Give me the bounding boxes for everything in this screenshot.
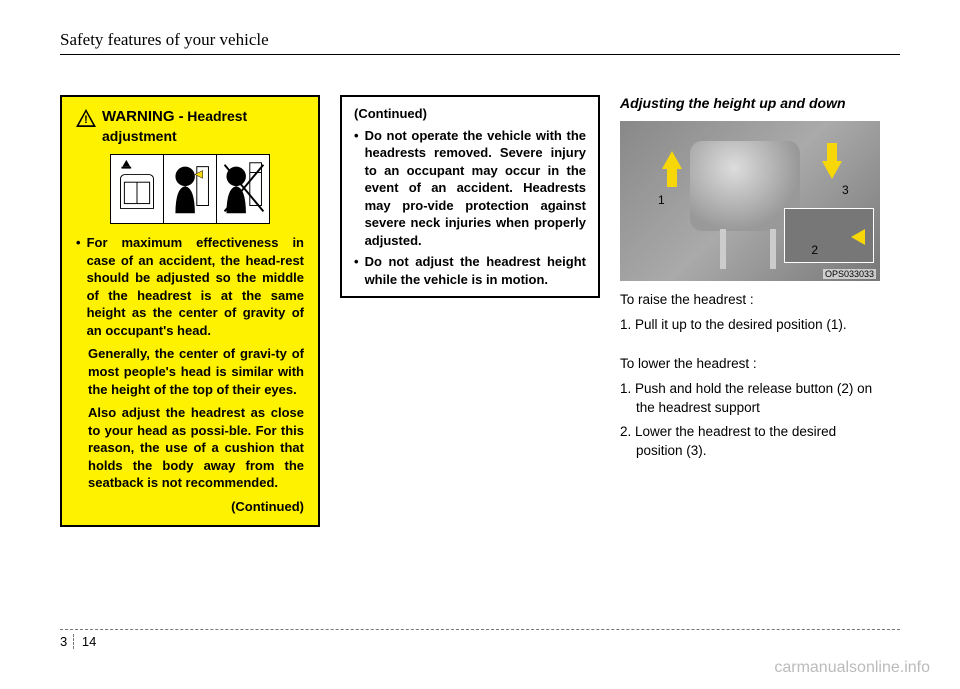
continued-box: (Continued) • Do not operate the vehicle…	[340, 95, 600, 298]
photo-inset	[784, 208, 874, 263]
arrow-down-icon	[822, 161, 842, 179]
continued-bullet-2-text: Do not adjust the headrest height while …	[365, 253, 586, 288]
warning-title-row: ! WARNING - Headrest adjustment	[76, 107, 304, 146]
svg-text:!: !	[84, 114, 88, 126]
continued-bullet-1-text: Do not operate the vehicle with the head…	[365, 127, 586, 250]
continued-heading: (Continued)	[354, 105, 586, 123]
lower-step-2: 2. Lower the headrest to the desired pos…	[620, 423, 880, 461]
warning-bullet-1-text: For maximum effectiveness in case of an …	[87, 234, 304, 339]
adjust-title: Adjusting the height up and down	[620, 95, 880, 111]
warning-continued: (Continued)	[76, 498, 304, 516]
continued-bullet-1: • Do not operate the vehicle with the he…	[354, 127, 586, 250]
watermark: carmanualsonline.info	[774, 659, 930, 677]
photo-label-3: 3	[842, 183, 849, 197]
page-header: Safety features of your vehicle	[60, 30, 900, 55]
instructions: To raise the headrest : 1. Pull it up to…	[620, 291, 880, 461]
page-footer: 3 14	[60, 629, 900, 649]
photo-label-1: 1	[658, 193, 665, 207]
raise-heading: To raise the headrest :	[620, 291, 880, 310]
lower-heading: To lower the headrest :	[620, 355, 880, 374]
illus-panel-manual	[111, 155, 164, 223]
column-1: ! WARNING - Headrest adjustment	[60, 95, 320, 527]
page-number: 14	[82, 634, 96, 649]
bullet-dot: •	[354, 253, 359, 288]
photo-post	[770, 229, 776, 269]
bullet-dot: •	[354, 127, 359, 250]
continued-bullet-2: • Do not adjust the headrest height whil…	[354, 253, 586, 288]
arrow-up-icon	[662, 151, 682, 169]
warning-para-2: Generally, the center of gravi-ty of mos…	[76, 345, 304, 398]
arrow-left-icon	[851, 229, 865, 245]
spacer	[620, 341, 880, 349]
headrest-photo: 1 3 2 OPS033033	[620, 121, 880, 281]
content-columns: ! WARNING - Headrest adjustment	[60, 95, 900, 527]
warning-illustration	[110, 154, 270, 224]
warning-box: ! WARNING - Headrest adjustment	[60, 95, 320, 527]
illus-panel-wrong	[217, 155, 269, 223]
warning-title-text: WARNING - Headrest adjustment	[102, 107, 304, 146]
lower-step-1: 1. Push and hold the release button (2) …	[620, 380, 880, 418]
photo-post	[720, 229, 726, 269]
column-3: Adjusting the height up and down 1 3 2 O…	[620, 95, 880, 527]
section-number: 3	[60, 634, 74, 649]
warning-para-3: Also adjust the headrest as close to you…	[76, 404, 304, 492]
raise-step-1: 1. Pull it up to the desired position (1…	[620, 316, 880, 335]
bullet-dot: •	[76, 234, 81, 345]
warning-bullet-1: • For maximum effectiveness in case of a…	[76, 234, 304, 345]
photo-code: OPS033033	[823, 269, 876, 279]
warning-label: WARNING -	[102, 108, 184, 125]
warning-triangle-icon: !	[76, 109, 96, 127]
photo-label-2: 2	[811, 243, 818, 257]
illus-panel-correct	[164, 155, 217, 223]
column-2: (Continued) • Do not operate the vehicle…	[340, 95, 600, 527]
